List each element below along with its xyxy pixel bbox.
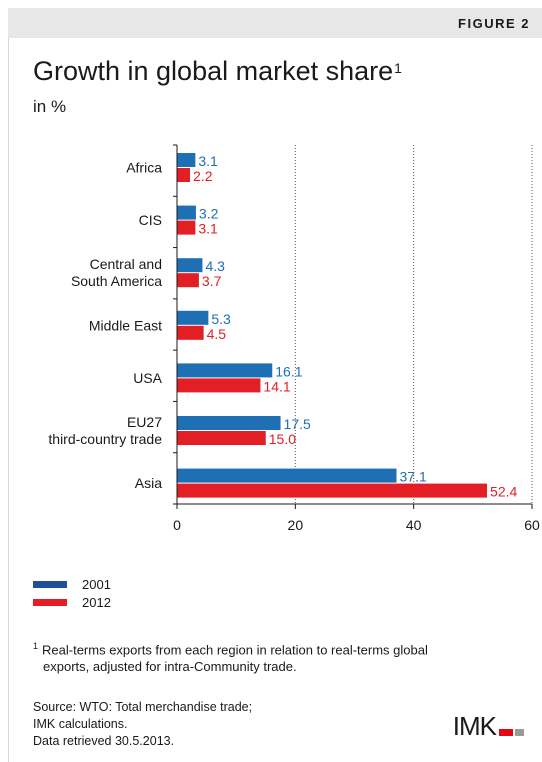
- figure-frame: [8, 8, 542, 762]
- legend-label-2012: 2012: [82, 594, 111, 610]
- value-label-2001-5: 17.5: [284, 416, 311, 432]
- value-label-2001-2: 4.3: [205, 258, 225, 274]
- footnote-marker: 1: [33, 641, 39, 651]
- legend-label-2001: 2001: [82, 576, 111, 592]
- source-note: Source: WTO: Total merchandise trade; IM…: [33, 699, 252, 750]
- value-label-2001-6: 37.1: [400, 469, 427, 485]
- category-label-4-0: USA: [133, 370, 162, 386]
- category-label-1-0: CIS: [139, 212, 162, 228]
- value-label-2001-4: 16.1: [275, 363, 302, 379]
- bar-2001-2: [177, 258, 203, 273]
- value-label-2012-6: 52.4: [490, 484, 517, 500]
- category-label-5-1: third-country trade: [48, 431, 162, 447]
- category-label-0-0: Africa: [126, 160, 162, 176]
- legend-swatch-2012: [33, 598, 67, 606]
- bar-2012-0: [177, 168, 191, 182]
- category-label-5-0: EU27: [127, 414, 162, 430]
- footnote: 1 Real-terms exports from each region in …: [33, 638, 533, 675]
- bar-2012-3: [177, 325, 204, 340]
- legend: 2001 2012: [33, 575, 111, 611]
- value-label-2001-0: 3.1: [198, 153, 218, 169]
- chart-title-text: Growth in global market share: [33, 56, 394, 86]
- logo-text: IMK: [452, 711, 497, 741]
- value-label-2012-1: 3.1: [198, 221, 218, 237]
- value-label-2001-1: 3.2: [199, 206, 219, 222]
- x-tick-label-40: 40: [406, 517, 422, 533]
- value-label-2012-4: 14.1: [263, 378, 290, 394]
- bar-2001-0: [177, 153, 196, 167]
- bar-2001-4: [177, 363, 273, 378]
- legend-swatch-2001: [33, 580, 67, 588]
- footnote-text-1: Real-terms exports from each region in r…: [42, 642, 428, 658]
- logo-gray-bar: [515, 729, 524, 736]
- x-tick-label-0: 0: [173, 517, 181, 533]
- imk-logo: IMK: [453, 713, 524, 739]
- bar-2001-1: [177, 205, 196, 220]
- source-line-2: IMK calculations.: [33, 717, 128, 731]
- x-tick-label-60: 60: [524, 517, 540, 533]
- category-label-6-0: Asia: [135, 475, 162, 491]
- category-label-3-0: Middle East: [89, 317, 162, 333]
- bar-2012-2: [177, 273, 199, 288]
- category-label-2-0: Central and: [90, 256, 162, 272]
- bar-2012-1: [177, 220, 196, 235]
- value-label-2012-5: 15.0: [269, 431, 296, 447]
- source-line-3: Data retrieved 30.5.2013.: [33, 734, 175, 748]
- source-line-1: Source: WTO: Total merchandise trade;: [33, 700, 253, 714]
- category-label-2-1: South America: [71, 273, 162, 289]
- footnote-line-1: 1 Real-terms exports from each region in …: [33, 638, 533, 658]
- value-label-2012-0: 2.2: [193, 168, 213, 184]
- footnote-text-2: exports, adjusted for intra-Community tr…: [43, 659, 297, 675]
- value-label-2001-3: 5.3: [211, 311, 231, 327]
- bar-2012-6: [177, 483, 488, 498]
- title-footnote-marker: 1: [394, 60, 402, 76]
- value-label-2012-3: 4.5: [207, 326, 227, 342]
- bar-2012-5: [177, 431, 266, 445]
- chart-subtitle: in %: [33, 97, 67, 116]
- bar-2001-3: [177, 310, 209, 325]
- bar-2001-5: [177, 416, 281, 430]
- figure-header-bar: FIGURE 2: [8, 8, 542, 38]
- figure-label: FIGURE 2: [458, 16, 530, 31]
- x-tick-label-20: 20: [288, 517, 304, 533]
- legend-item-2001: 2001: [33, 575, 111, 593]
- chart-title: Growth in global market share1: [33, 56, 402, 87]
- bar-2001-6: [177, 468, 397, 483]
- legend-item-2012: 2012: [33, 593, 111, 611]
- value-label-2012-2: 3.7: [202, 273, 222, 289]
- logo-red-bar: [499, 729, 513, 736]
- bar-2012-4: [177, 378, 261, 393]
